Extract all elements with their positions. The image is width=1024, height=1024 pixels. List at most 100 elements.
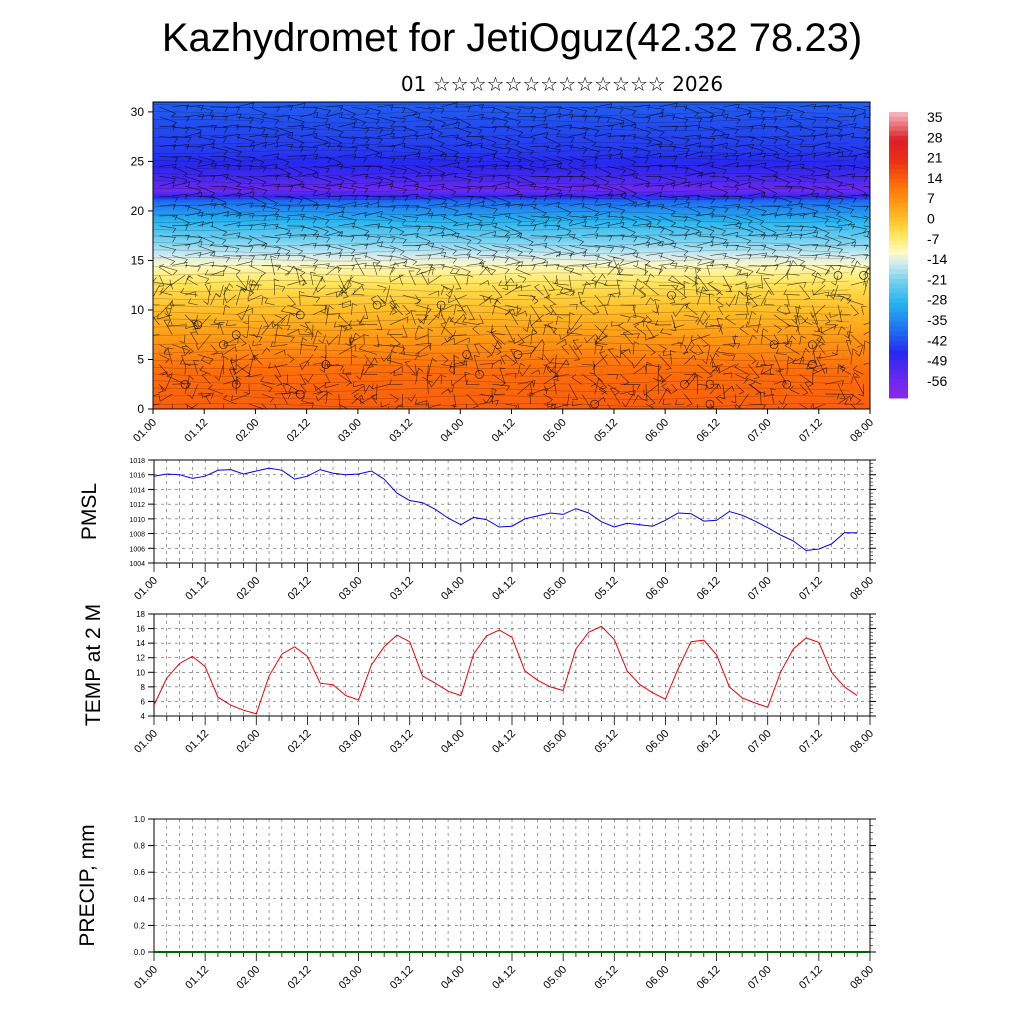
wind-barb xyxy=(364,146,380,157)
wind-barb xyxy=(371,383,390,390)
wind-barb xyxy=(261,296,268,306)
wind-barb xyxy=(169,299,186,306)
wind-barb xyxy=(159,156,179,163)
wind-barb xyxy=(389,245,405,256)
wind-barb xyxy=(428,183,445,190)
wind-barb xyxy=(556,113,574,120)
wind-barb xyxy=(248,176,267,187)
wind-barb xyxy=(709,106,726,115)
wind-barb xyxy=(837,215,853,227)
wind-barb xyxy=(338,195,358,201)
wind-barb xyxy=(747,294,762,301)
wind-barb xyxy=(203,285,211,305)
wind-barb xyxy=(722,185,739,193)
wind-barb xyxy=(745,321,762,327)
wind-barb xyxy=(684,151,703,158)
wind-barb xyxy=(287,125,305,131)
wind-barb xyxy=(195,334,211,351)
wind-barb xyxy=(761,146,778,157)
wind-barb xyxy=(236,235,253,245)
wind-barb xyxy=(261,106,281,113)
wind-barb xyxy=(223,337,239,345)
calm-marker xyxy=(219,340,228,349)
wind-barb xyxy=(630,304,637,318)
wind-barb xyxy=(850,348,858,365)
wind-barb xyxy=(715,394,724,405)
wind-barb xyxy=(812,367,827,375)
wind-barb xyxy=(633,314,646,323)
wind-barb xyxy=(748,252,768,259)
wind-barb xyxy=(584,334,595,344)
wind-barb xyxy=(504,185,521,196)
wind-barb xyxy=(318,334,327,344)
colorbar-band xyxy=(889,126,908,132)
wind-barb xyxy=(479,164,498,170)
wind-barb xyxy=(825,126,843,135)
wind-barb xyxy=(620,215,638,226)
wind-barb xyxy=(517,344,537,352)
wind-barb xyxy=(325,265,340,276)
wind-barb xyxy=(607,265,624,275)
wind-barb xyxy=(863,225,870,228)
wind-barb xyxy=(722,255,741,265)
wind-barb xyxy=(492,195,511,207)
wind-barb xyxy=(517,275,527,283)
wind-barb xyxy=(825,151,844,158)
colorbar-band xyxy=(889,278,908,285)
wind-barb xyxy=(325,252,342,259)
heatmap-band xyxy=(153,298,870,302)
wind-barb xyxy=(825,185,844,198)
wind-barb xyxy=(325,231,344,238)
wind-barb xyxy=(566,275,572,291)
y-tick-label: 30 xyxy=(131,105,145,119)
wind-barb xyxy=(274,314,286,324)
x-tick-label: 04.00 xyxy=(439,575,467,603)
wind-barb xyxy=(530,304,542,322)
wind-barb xyxy=(287,205,305,212)
wind-barb xyxy=(816,335,826,345)
wind-barb xyxy=(632,265,649,276)
wind-barb xyxy=(660,374,672,382)
wind-barb xyxy=(466,393,479,409)
wind-barb xyxy=(479,393,495,402)
wind-barb xyxy=(248,265,267,277)
colorbar-label: -21 xyxy=(927,271,947,287)
wind-barb xyxy=(755,268,775,276)
wind-barb xyxy=(748,244,767,251)
wind-barb xyxy=(522,314,531,333)
wind-barb xyxy=(594,185,613,195)
wind-barb xyxy=(846,295,864,306)
wind-barb xyxy=(684,245,704,253)
wind-barb xyxy=(652,364,659,382)
wind-barb xyxy=(492,235,511,243)
calm-marker xyxy=(475,370,484,379)
heatmap-band xyxy=(153,252,870,256)
wind-barb xyxy=(261,174,279,181)
contour-line xyxy=(153,103,850,108)
wind-barb xyxy=(825,134,843,141)
heatmap-band xyxy=(153,337,870,341)
wind-barb xyxy=(440,337,455,345)
wind-barb xyxy=(607,383,621,396)
wind-barb xyxy=(236,245,254,252)
wind-barb xyxy=(248,185,268,195)
colorbar-band xyxy=(889,378,908,385)
wind-barb xyxy=(543,324,558,334)
wind-barb xyxy=(210,136,227,143)
wind-barb xyxy=(300,195,318,207)
y-tick-label: 1010 xyxy=(129,517,145,524)
wind-barb xyxy=(287,255,306,261)
wind-barb xyxy=(351,185,369,194)
wind-barb xyxy=(377,235,396,243)
heatmap-band xyxy=(153,329,870,333)
wind-barb xyxy=(593,304,600,314)
wind-barb xyxy=(223,283,234,296)
wind-barb xyxy=(236,191,255,198)
wind-barb xyxy=(159,106,176,118)
wind-barb xyxy=(197,251,216,258)
wind-barb xyxy=(261,205,280,214)
wind-barb xyxy=(402,146,421,155)
y-tick-label: 20 xyxy=(131,204,145,218)
wind-barb xyxy=(453,156,470,164)
x-tick-label: 02.00 xyxy=(234,575,262,603)
